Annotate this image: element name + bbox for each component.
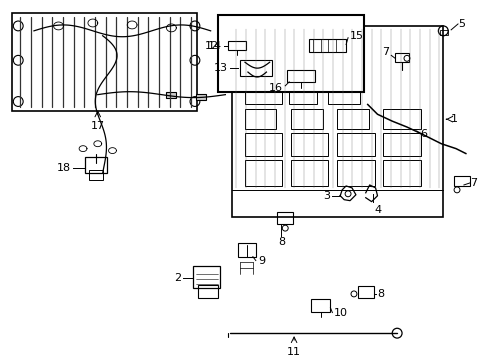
- Text: 7: 7: [382, 48, 389, 58]
- Text: 11: 11: [287, 347, 301, 357]
- Bar: [328, 90, 360, 104]
- Bar: [337, 133, 374, 157]
- Text: 12: 12: [204, 41, 219, 50]
- Bar: [337, 109, 368, 129]
- Bar: [219, 15, 364, 92]
- Bar: [383, 109, 421, 129]
- Text: 1: 1: [451, 114, 458, 124]
- Bar: [85, 157, 107, 173]
- Bar: [358, 286, 373, 298]
- Bar: [454, 176, 470, 186]
- Text: 3: 3: [323, 191, 330, 201]
- Text: 14: 14: [208, 41, 222, 50]
- Bar: [240, 60, 271, 76]
- Text: 8: 8: [377, 289, 385, 299]
- Bar: [198, 285, 218, 298]
- Bar: [309, 39, 346, 53]
- Bar: [89, 170, 103, 180]
- Bar: [441, 30, 448, 35]
- Bar: [245, 133, 282, 157]
- Text: 2: 2: [174, 273, 181, 283]
- Bar: [395, 53, 409, 62]
- Bar: [291, 161, 328, 186]
- Bar: [383, 133, 421, 157]
- Text: 16: 16: [270, 83, 283, 93]
- Text: 6: 6: [421, 129, 428, 139]
- Bar: [260, 68, 281, 82]
- Text: 9: 9: [258, 256, 265, 266]
- Bar: [245, 161, 282, 186]
- Bar: [289, 87, 317, 104]
- Text: 15: 15: [350, 31, 364, 41]
- Bar: [291, 109, 322, 129]
- Bar: [311, 299, 330, 311]
- Bar: [232, 26, 443, 217]
- Text: 4: 4: [374, 204, 381, 215]
- Bar: [337, 161, 374, 186]
- Bar: [193, 266, 220, 288]
- Bar: [238, 243, 256, 257]
- Bar: [12, 13, 197, 111]
- Bar: [383, 161, 421, 186]
- Text: 17: 17: [91, 121, 105, 131]
- Text: 18: 18: [57, 163, 71, 173]
- Text: 7: 7: [470, 178, 477, 188]
- Bar: [291, 133, 328, 157]
- Bar: [196, 94, 206, 100]
- Text: 5: 5: [458, 19, 465, 29]
- Bar: [167, 92, 176, 98]
- Bar: [277, 212, 293, 224]
- Bar: [245, 87, 282, 104]
- Bar: [245, 109, 276, 129]
- Bar: [228, 41, 246, 50]
- Text: 8: 8: [278, 237, 285, 247]
- Bar: [287, 70, 315, 82]
- Text: 13: 13: [214, 63, 228, 73]
- Text: 10: 10: [334, 307, 348, 318]
